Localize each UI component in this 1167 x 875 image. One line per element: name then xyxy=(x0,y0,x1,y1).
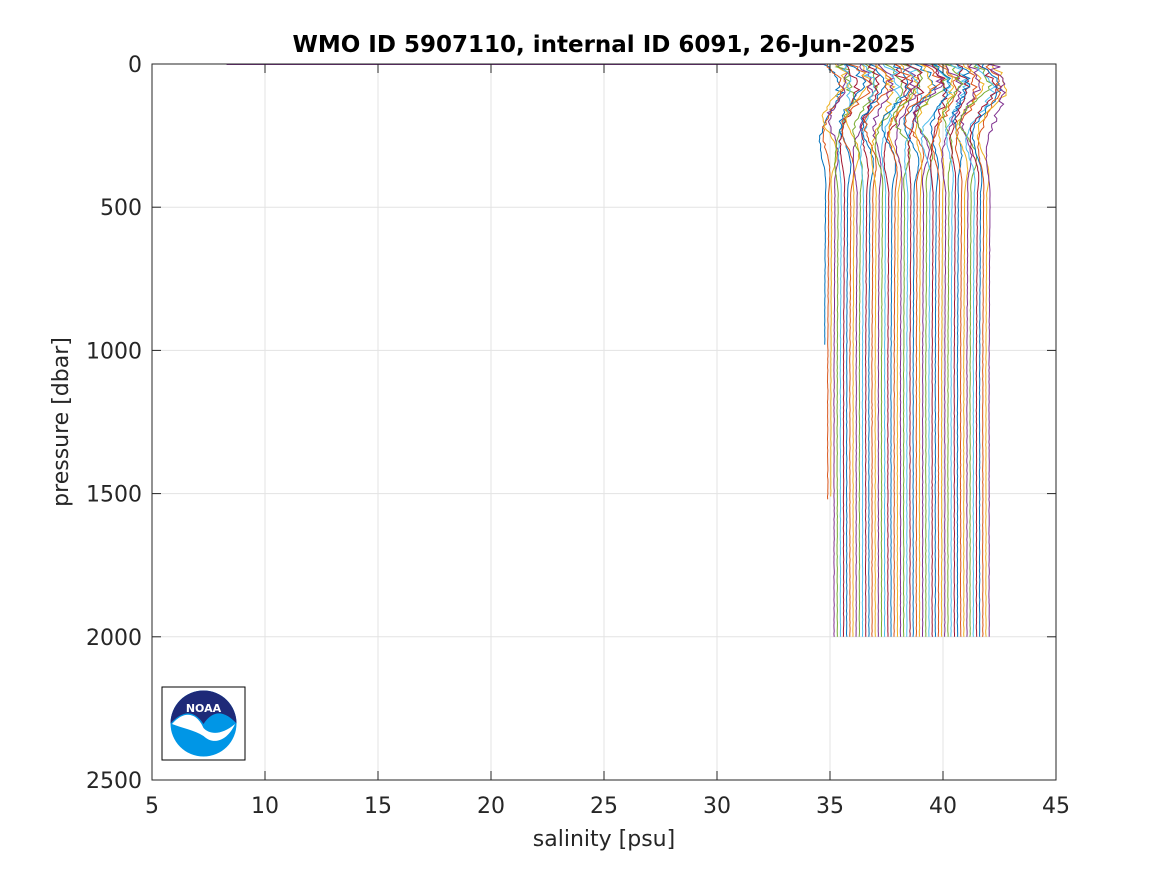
profile-line xyxy=(894,63,917,637)
y-tick-label: 500 xyxy=(100,196,142,221)
profile-line xyxy=(929,63,948,637)
profile-line xyxy=(937,63,955,637)
profile-line xyxy=(852,63,874,637)
x-tick-label: 20 xyxy=(477,794,505,819)
profile-line xyxy=(870,63,896,637)
profile-line xyxy=(826,63,849,637)
profile-line xyxy=(944,63,971,637)
profile-line xyxy=(859,63,878,637)
profile-line xyxy=(914,63,933,637)
profile-line xyxy=(874,63,904,637)
y-tick-label: 0 xyxy=(128,53,142,78)
y-tick-labels: 0 500 1000 1500 2000 2500 xyxy=(86,53,142,794)
y-tick-label: 2500 xyxy=(86,769,142,794)
profile-line xyxy=(955,63,985,637)
profile-line xyxy=(863,63,892,637)
profile-line xyxy=(971,63,1003,637)
profile-line xyxy=(838,63,867,637)
profile-line xyxy=(860,63,887,637)
logo-top xyxy=(170,690,237,724)
profile-line xyxy=(883,63,908,637)
y-tick-label: 1500 xyxy=(86,483,142,508)
x-axis-label: salinity [psu] xyxy=(533,827,675,852)
profile-line xyxy=(904,63,923,637)
profile-line xyxy=(886,63,914,637)
profile-line xyxy=(969,63,998,637)
profile-line xyxy=(976,63,1008,637)
profile-line xyxy=(951,63,971,637)
profile-line xyxy=(920,63,953,637)
profile-line xyxy=(903,63,938,637)
logo-text: NOAA xyxy=(186,702,222,715)
x-tick-labels: 5 10 15 20 25 30 35 40 45 xyxy=(145,794,1070,819)
profile-line xyxy=(841,63,872,637)
profile-line xyxy=(931,63,960,637)
profile-line xyxy=(821,63,845,500)
y-tick-label: 2000 xyxy=(86,626,142,651)
profile-line xyxy=(860,63,881,637)
x-tick-label: 15 xyxy=(364,794,392,819)
profile-line xyxy=(954,63,978,637)
profile-line xyxy=(916,63,950,637)
profile-line xyxy=(833,63,855,637)
profile-line xyxy=(977,63,1003,637)
profile-line xyxy=(880,63,902,637)
x-tick-label: 45 xyxy=(1042,794,1070,819)
profile-line xyxy=(905,63,925,637)
profile-line xyxy=(949,63,971,637)
x-tick-label: 35 xyxy=(816,794,844,819)
profile-line xyxy=(929,63,952,637)
y-axis-label: pressure [dbar] xyxy=(49,337,74,507)
profile-line xyxy=(985,63,1006,637)
chart-title: WMO ID 5907110, internal ID 6091, 26-Jun… xyxy=(292,32,915,58)
y-tick-label: 1000 xyxy=(86,339,142,364)
x-tick-label: 30 xyxy=(703,794,731,819)
logo-wave xyxy=(172,714,235,741)
x-tick-label: 40 xyxy=(929,794,957,819)
profile-line xyxy=(959,63,982,637)
profile-line xyxy=(837,63,852,637)
profile-line xyxy=(838,63,861,637)
profile-line xyxy=(904,63,943,637)
axis-ticks xyxy=(151,63,1057,781)
x-tick-label: 5 xyxy=(145,794,159,819)
profile-line xyxy=(821,63,849,497)
profile-line xyxy=(965,63,996,637)
profile-line xyxy=(958,63,995,637)
noaa-logo: NOAA xyxy=(161,686,246,761)
x-tick-label: 10 xyxy=(251,794,279,819)
x-tick-label: 25 xyxy=(590,794,618,819)
profile-line xyxy=(872,63,895,637)
profile-line xyxy=(844,63,873,637)
profile-line xyxy=(941,63,963,637)
